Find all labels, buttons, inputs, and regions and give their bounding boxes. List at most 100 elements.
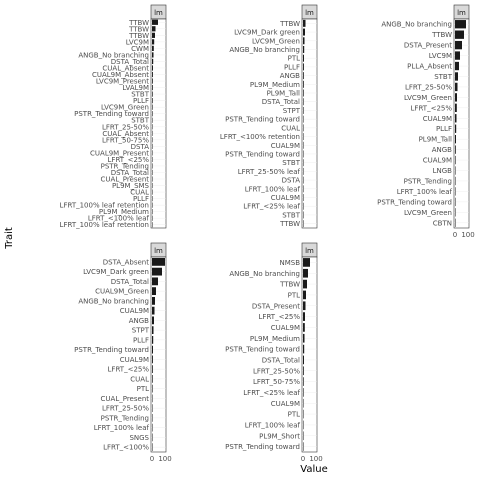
- bar: [303, 268, 308, 278]
- y-tick-label: LVC9M_Dark green: [83, 268, 149, 276]
- y-tick-label: LFRT_<25%: [108, 366, 150, 374]
- x-tick-label: 0: [301, 455, 305, 463]
- bar: [152, 355, 153, 364]
- y-tick-label: LVAL9M: [122, 84, 149, 92]
- bar: [455, 103, 457, 113]
- y-tick-label: NMSB: [279, 259, 300, 267]
- y-tick-label: CUAL9M_Absent: [92, 71, 149, 79]
- bar: [303, 176, 304, 184]
- bar: [303, 133, 304, 141]
- y-tick-label: ANGB: [432, 146, 452, 154]
- bar: [455, 145, 456, 154]
- y-tick-label: DSTA_Present: [404, 42, 452, 50]
- y-tick-label: PSTR_Tending: [404, 177, 452, 185]
- bar: [303, 420, 304, 430]
- facet-panel: lm NMSB ANGB_No branching TTBW PTL DSTA_Prese…: [225, 242, 323, 463]
- bar: [303, 366, 304, 376]
- bar: [303, 398, 304, 408]
- bar: [303, 37, 305, 45]
- bar: [303, 355, 304, 365]
- y-tick-label: CUAL9M: [120, 356, 149, 364]
- bar: [152, 52, 154, 58]
- y-tick-label: STPT: [283, 107, 301, 115]
- bar: [152, 91, 153, 97]
- y-tick-label: PL9M_Short: [259, 432, 300, 440]
- y-tick-label: PSTR_Tending: [101, 414, 149, 422]
- bar: [303, 431, 304, 441]
- y-tick-label: ANGB_No branching: [229, 270, 300, 278]
- bar: [152, 433, 153, 442]
- y-tick-label: LFRT_<25%: [108, 156, 150, 164]
- y-tick-label: CUAL9M_Present: [90, 149, 149, 157]
- y-tick-label: ANGB_No branching: [229, 46, 300, 54]
- bar: [152, 267, 162, 276]
- y-tick-label: ANGB: [280, 72, 300, 80]
- bar: [455, 124, 457, 133]
- y-tick-label: CUAL9M: [423, 157, 452, 165]
- y-tick-label: PL9M_SMS: [112, 182, 150, 190]
- bar: [303, 124, 304, 132]
- bar: [152, 423, 153, 432]
- bar: [152, 189, 153, 195]
- y-tick-label: PSTR_Tending toward: [74, 346, 149, 354]
- facet-strip-label: lm: [154, 247, 163, 255]
- bar: [152, 39, 155, 45]
- bar: [455, 51, 460, 60]
- bar: [152, 104, 153, 110]
- bar: [455, 155, 456, 165]
- bar: [303, 377, 304, 386]
- bar: [303, 115, 304, 123]
- y-tick-label: CUAL9M: [120, 307, 149, 315]
- y-tick-label: TTBW: [128, 25, 149, 33]
- y-tick-label: LFRT_50-75%: [102, 136, 149, 144]
- bar: [303, 63, 304, 71]
- bar: [152, 32, 155, 38]
- y-tick-label: PL9M_Medium: [250, 81, 300, 89]
- bar: [152, 277, 158, 286]
- bar: [152, 384, 153, 393]
- bar: [455, 197, 456, 207]
- bar: [303, 344, 305, 354]
- y-tick-label: LFRT_<25%: [411, 104, 453, 112]
- bar: [303, 323, 305, 332]
- bar: [152, 443, 153, 452]
- y-tick-label: ANGB: [129, 317, 149, 325]
- bar: [152, 335, 154, 344]
- y-tick-label: PSTR_Tending toward: [74, 110, 149, 118]
- bar: [152, 306, 155, 315]
- facet-panel: lm ANGB_No branching TTBW DSTA_Present LVC9M…: [377, 4, 475, 239]
- y-tick-label: PSTR_Tending toward: [225, 150, 300, 158]
- y-tick-label: ANGB_No branching: [78, 51, 149, 59]
- y-tick-label: LFRT_100% leaf retention: [60, 202, 149, 210]
- bar: [152, 19, 158, 25]
- x-tick-label: 0: [150, 455, 154, 463]
- bar: [152, 71, 153, 78]
- bar: [455, 20, 466, 29]
- bar: [152, 45, 154, 52]
- y-tick-label: LFRT_<100% leaf: [88, 215, 150, 223]
- bar: [303, 409, 304, 419]
- y-tick-label: PSTR_Tending toward: [225, 346, 300, 354]
- y-tick-label: PLLF: [133, 97, 149, 105]
- y-tick-label: LFRT_50-75%: [253, 378, 300, 386]
- y-tick-label: LVC9M: [429, 52, 452, 60]
- y-tick-label: CUAL9M: [271, 194, 300, 202]
- y-tick-label: LVC9M_Green: [101, 104, 149, 112]
- y-tick-label: LFRT_<100% retention: [220, 133, 300, 141]
- y-tick-label: CUAL_Absent: [102, 130, 149, 138]
- y-tick-label: PL9M_Medium: [99, 208, 149, 216]
- bar: [152, 413, 153, 422]
- bar: [152, 296, 155, 305]
- bar: [152, 169, 153, 176]
- bar: [455, 134, 456, 144]
- y-tick-label: STBT: [131, 91, 150, 99]
- y-tick-label: DSTA: [131, 143, 150, 151]
- y-tick-label: PTL: [288, 291, 300, 299]
- bar: [303, 150, 304, 158]
- bar: [152, 137, 153, 143]
- y-tick-label: DSTA_Absent: [103, 258, 149, 266]
- y-tick-label: LVC9M_Green: [252, 37, 300, 45]
